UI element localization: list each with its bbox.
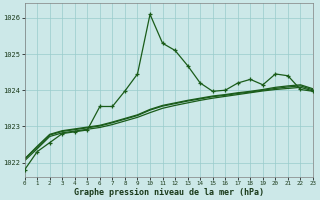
X-axis label: Graphe pression niveau de la mer (hPa): Graphe pression niveau de la mer (hPa) xyxy=(74,188,264,197)
